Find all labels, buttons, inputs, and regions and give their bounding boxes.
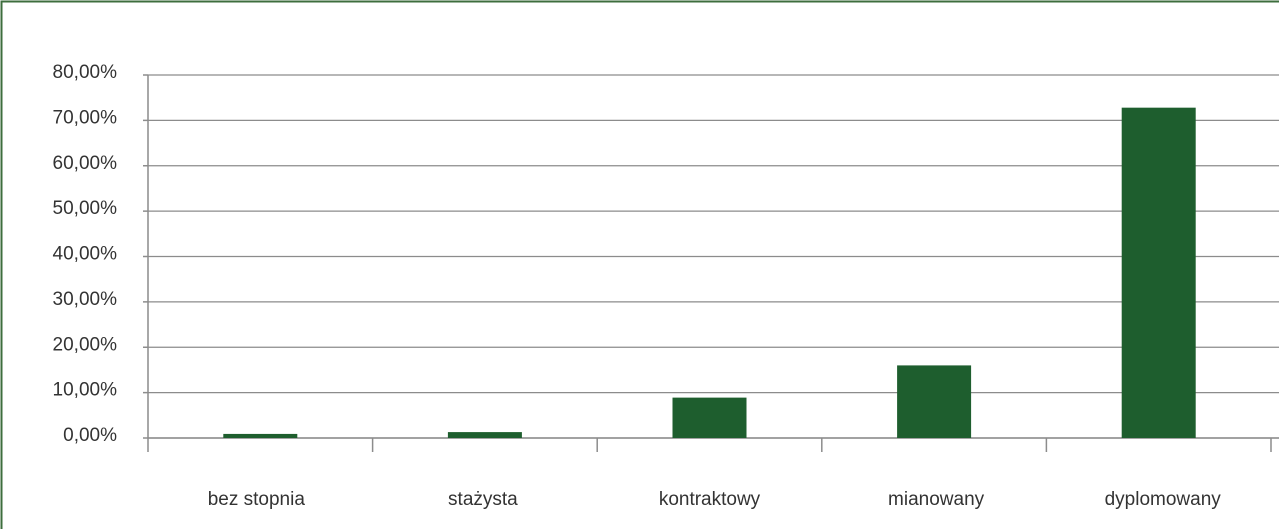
bar — [223, 433, 298, 438]
y-tick-label: 20,00% — [53, 334, 118, 355]
y-tick-label: 60,00% — [53, 153, 118, 174]
bar — [1121, 107, 1196, 439]
x-tick-label: dyplomowany — [1105, 489, 1222, 510]
x-tick-label: kontraktowy — [659, 489, 761, 510]
x-tick-label: mianowany — [888, 489, 985, 510]
y-tick-label: 80,00% — [53, 62, 118, 83]
y-tick-label: 30,00% — [53, 289, 118, 310]
x-tick-label: bez stopnia — [208, 489, 306, 510]
y-tick-label: 50,00% — [53, 198, 118, 219]
bar — [672, 397, 747, 438]
y-tick-label: 40,00% — [53, 244, 118, 265]
bar — [447, 432, 522, 438]
y-tick-label: 70,00% — [53, 107, 118, 128]
x-tick-label: stażysta — [448, 489, 518, 510]
y-tick-label: 0,00% — [63, 425, 117, 446]
y-tick-label: 10,00% — [53, 380, 118, 401]
bar — [897, 365, 972, 438]
